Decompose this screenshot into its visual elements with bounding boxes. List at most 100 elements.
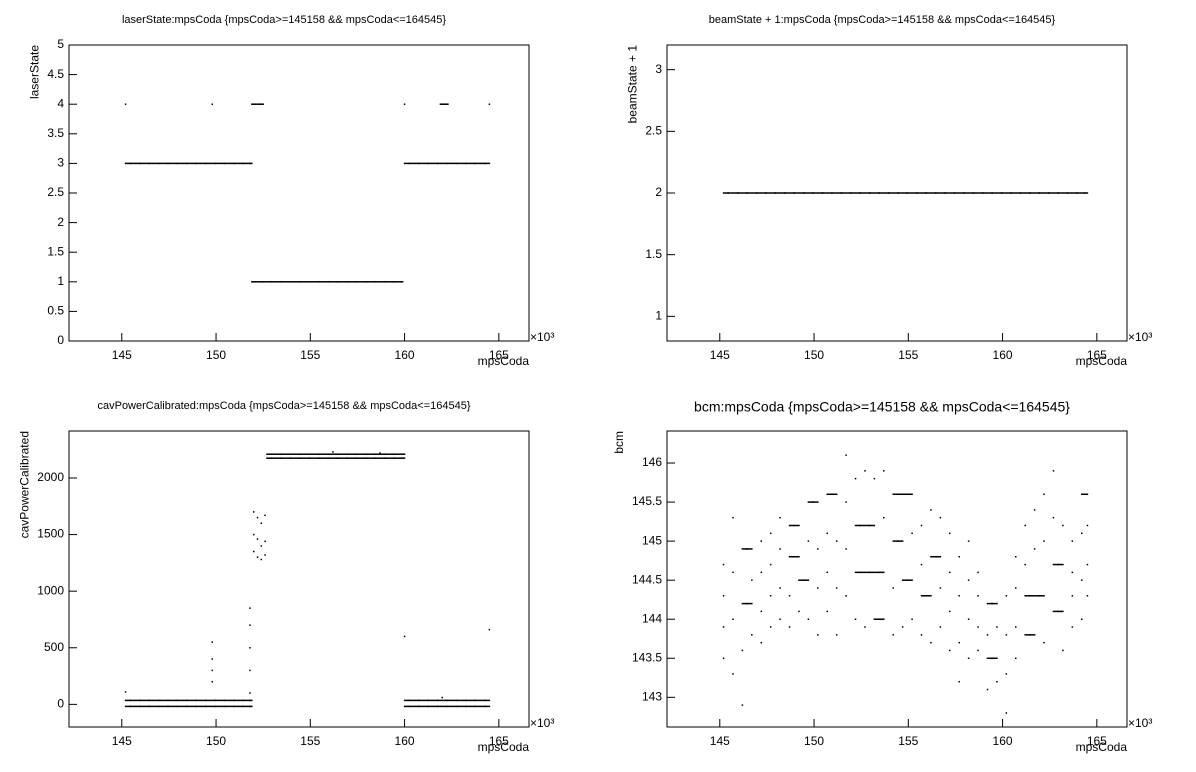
- point: [850, 192, 861, 194]
- point: [365, 457, 377, 459]
- x-tick-label: 160: [395, 734, 415, 748]
- point: [784, 192, 796, 194]
- point: [722, 595, 725, 597]
- point: [1081, 618, 1083, 620]
- point: [384, 281, 395, 283]
- point: [798, 610, 800, 613]
- point: [336, 453, 348, 455]
- point: [883, 470, 885, 472]
- x-tick-label: 165: [489, 348, 509, 362]
- point: [911, 618, 913, 620]
- x-axis-label: mpsCoda: [478, 740, 530, 754]
- point: [403, 103, 406, 105]
- point: [280, 457, 292, 459]
- point: [176, 699, 188, 702]
- point: [400, 453, 406, 455]
- point: [441, 696, 444, 699]
- point: [732, 571, 734, 574]
- point: [906, 579, 913, 581]
- point: [1005, 595, 1008, 597]
- point: [270, 453, 282, 455]
- point: [807, 501, 814, 503]
- point: [873, 477, 876, 480]
- y-tick-label: 3.5: [47, 126, 64, 140]
- point: [211, 669, 214, 672]
- point: [211, 641, 214, 643]
- point: [727, 192, 739, 194]
- point: [167, 705, 179, 708]
- point: [1081, 579, 1083, 581]
- point: [1083, 493, 1089, 496]
- point: [253, 533, 255, 536]
- point: [483, 699, 491, 702]
- point: [336, 457, 348, 459]
- y-axis-label: bcm: [612, 431, 626, 454]
- point: [186, 699, 198, 702]
- point: [1043, 540, 1045, 542]
- point: [346, 281, 358, 283]
- point: [901, 579, 909, 581]
- x-tick-label: 160: [993, 734, 1013, 748]
- point: [845, 548, 847, 550]
- y-tick-label: 5: [57, 37, 64, 51]
- point: [1086, 595, 1089, 597]
- point: [355, 281, 367, 283]
- point: [864, 470, 866, 472]
- point: [417, 162, 429, 165]
- point: [129, 705, 141, 708]
- y-tick-label: 145: [642, 533, 662, 547]
- x-tick-label: 160: [993, 348, 1013, 362]
- point: [327, 281, 339, 283]
- y-tick-label: 143: [642, 689, 662, 703]
- point: [157, 162, 169, 165]
- point: [308, 457, 320, 459]
- point: [859, 571, 871, 574]
- x-tick-label: 150: [206, 734, 226, 748]
- point: [138, 162, 150, 165]
- point: [746, 602, 753, 605]
- point: [223, 699, 235, 702]
- point: [417, 705, 429, 708]
- point: [1057, 610, 1064, 613]
- point: [1076, 192, 1086, 194]
- point: [266, 457, 273, 459]
- point: [977, 595, 979, 597]
- y-tick-label: 146: [642, 455, 662, 469]
- point: [124, 699, 132, 702]
- point: [817, 587, 819, 589]
- x-tick-label: 150: [804, 734, 824, 748]
- point: [741, 548, 748, 550]
- point: [488, 628, 491, 631]
- x-tick-label: 155: [300, 734, 320, 748]
- point: [897, 540, 904, 542]
- x-tick-label: 145: [710, 348, 730, 362]
- point: [798, 579, 805, 581]
- point: [259, 103, 264, 105]
- point: [249, 699, 253, 702]
- point: [982, 192, 993, 194]
- point: [788, 595, 791, 597]
- point: [967, 540, 970, 542]
- point: [439, 103, 445, 105]
- point: [930, 555, 937, 558]
- point: [732, 516, 734, 519]
- point: [260, 545, 263, 547]
- point: [760, 610, 763, 613]
- point: [840, 192, 852, 194]
- point: [1066, 192, 1078, 194]
- point: [1015, 626, 1017, 628]
- point: [760, 571, 763, 574]
- point: [148, 162, 160, 165]
- point: [821, 192, 833, 194]
- point: [788, 524, 796, 527]
- point: [906, 493, 913, 496]
- point: [1029, 595, 1041, 597]
- y-axis-label: laserState: [27, 45, 41, 99]
- point: [911, 532, 913, 535]
- y-tick-label: 500: [44, 640, 64, 654]
- point: [256, 516, 259, 519]
- point: [242, 705, 251, 708]
- point: [934, 192, 946, 194]
- point: [299, 457, 311, 459]
